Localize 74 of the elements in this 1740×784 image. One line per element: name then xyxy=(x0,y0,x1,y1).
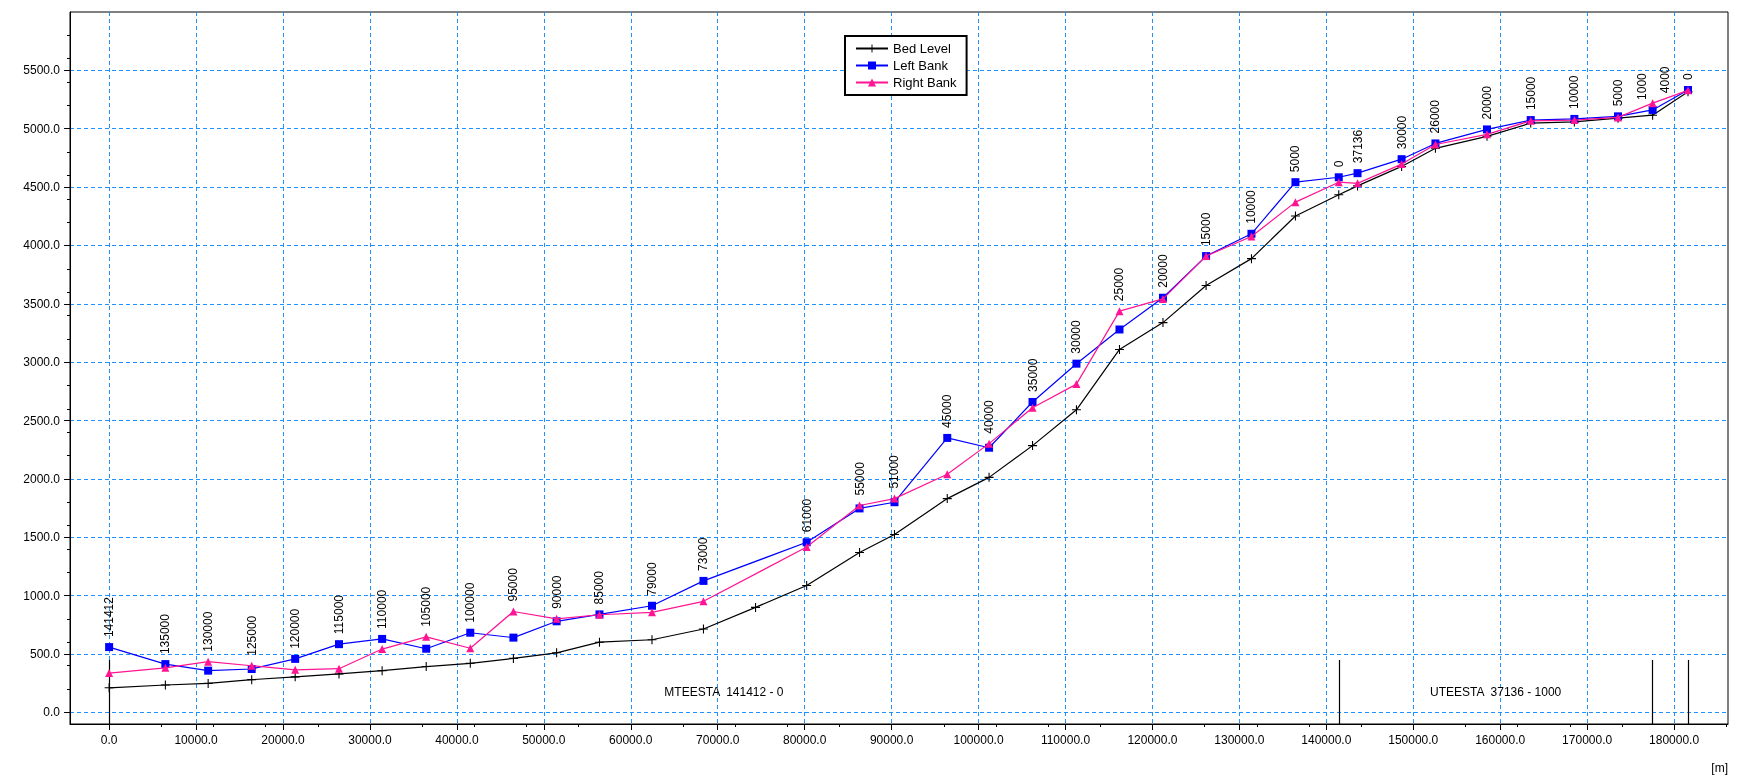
x-tick-label: 160000.0 xyxy=(1475,733,1526,747)
annotation: 10000 xyxy=(1244,190,1259,224)
annotation: MTEESTA 141412 - 0 xyxy=(664,684,784,699)
legend-label: Bed Level xyxy=(893,41,951,56)
y-tick-label: 3500.0 xyxy=(23,296,61,311)
annotation: 35000 xyxy=(1025,358,1040,392)
annotation: 100000 xyxy=(463,582,478,623)
x-tick-label: 30000.0 xyxy=(348,733,392,747)
x-tick-label: 180000.0 xyxy=(1649,733,1700,747)
annotation: 125000 xyxy=(244,615,259,656)
x-tick-label: 80000.0 xyxy=(782,733,827,747)
annotation: 26000 xyxy=(1428,99,1443,134)
annotation: 37136 xyxy=(1350,129,1365,164)
y-tick-label: 4000.0 xyxy=(23,238,61,253)
x-tick-label: 140000.0 xyxy=(1301,733,1352,747)
annotation: 79000 xyxy=(645,562,659,596)
annotation: 5000 xyxy=(1288,145,1303,173)
y-tick-label: 0.0 xyxy=(43,705,61,720)
legend-label: Right Bank xyxy=(893,75,958,90)
y-tick-label: 5500.0 xyxy=(23,63,61,78)
y-tick-label: 500.0 xyxy=(29,646,61,661)
annotation: 73000 xyxy=(696,537,711,571)
x-tick-label: 120000.0 xyxy=(1127,733,1178,747)
annotation: 0 xyxy=(1681,72,1696,80)
y-tick-label: 2500.0 xyxy=(23,413,61,428)
annotation: 10000 xyxy=(1567,75,1582,109)
x-tick-label: 170000.0 xyxy=(1562,733,1613,747)
annotation: 105000 xyxy=(419,586,434,627)
y-tick-label: 1000.0 xyxy=(23,588,61,603)
annotation: 141412 xyxy=(102,596,117,638)
y-tick-label: 1500.0 xyxy=(23,530,61,545)
x-tick-label: 10000.0 xyxy=(174,733,219,747)
annotation: 45000 xyxy=(940,394,955,428)
annotation: 40000 xyxy=(982,399,997,434)
annotation: 90000 xyxy=(549,575,564,609)
y-tick-label: 2000.0 xyxy=(23,471,61,486)
annotation: 130000 xyxy=(201,611,216,652)
annotation: 115000 xyxy=(332,594,346,635)
x-tick-label: 130000.0 xyxy=(1214,733,1265,747)
annotation: 95000 xyxy=(506,567,521,602)
annotation: 1000 xyxy=(1634,72,1649,100)
x-tick-label: 40000.0 xyxy=(435,733,479,747)
x-tick-label: 0.0 xyxy=(100,733,118,747)
x-tick-label: 20000.0 xyxy=(261,733,306,747)
annotation: 25000 xyxy=(1112,267,1127,302)
annotation: 55000 xyxy=(852,461,867,496)
annotation: 5000 xyxy=(1611,79,1626,107)
annotation: 15000 xyxy=(1523,76,1538,111)
x-tick-label: 90000.0 xyxy=(869,733,914,747)
annotation: 61000 xyxy=(799,498,814,533)
y-tick-label: 5000.0 xyxy=(23,121,61,136)
x-tick-label: 150000.0 xyxy=(1388,733,1439,747)
y-tick-label: 3000.0 xyxy=(23,355,61,370)
annotation: 120000 xyxy=(288,608,303,649)
annotation: 110000 xyxy=(375,589,390,629)
annotation: 30000 xyxy=(1394,115,1409,150)
annotation: 30000 xyxy=(1069,319,1084,354)
x-tick-label: 50000.0 xyxy=(522,733,566,747)
annotation: 0 xyxy=(1331,160,1346,168)
annotation: 20000 xyxy=(1479,85,1494,120)
annotation: UTEESTA 37136 - 1000 xyxy=(1430,684,1562,699)
x-tick-label: 100000.0 xyxy=(953,733,1004,747)
x-tick-label: 60000.0 xyxy=(609,733,653,747)
x-tick-label: 110000.0 xyxy=(1040,733,1091,747)
annotation: 15000 xyxy=(1199,212,1214,247)
annotation: 135000 xyxy=(158,613,173,655)
annotation: 85000 xyxy=(592,570,607,605)
y-tick-label: 4500.0 xyxy=(23,180,61,195)
x-axis-title: [m] xyxy=(1711,761,1728,775)
x-tick-label: 70000.0 xyxy=(696,733,740,747)
annotation: 20000 xyxy=(1155,254,1170,288)
annotation: 51000 xyxy=(887,454,902,489)
legend-label: Left Bank xyxy=(893,58,949,73)
annotation: 4000 xyxy=(1658,66,1673,94)
